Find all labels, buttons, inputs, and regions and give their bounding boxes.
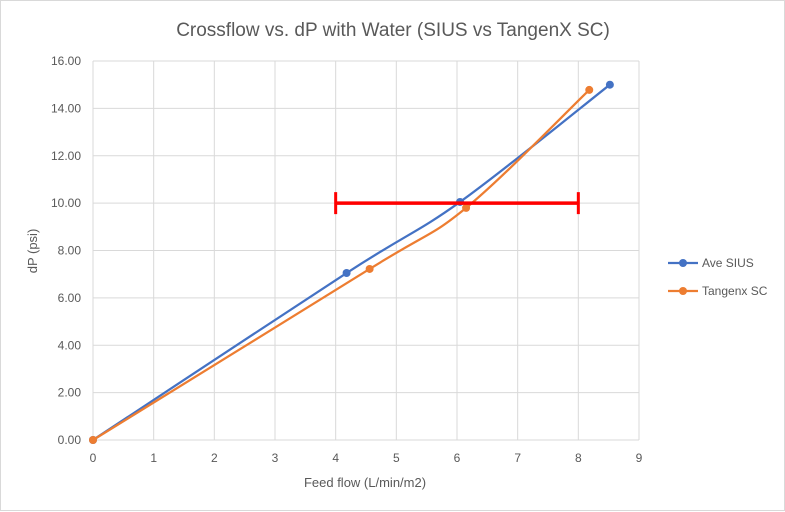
y-tick-label: 10.00: [51, 196, 81, 210]
legend-marker-tangenx-sc: [679, 287, 687, 295]
y-tick-label: 4.00: [58, 338, 82, 352]
gridlines: [92, 60, 640, 441]
data-point-ave-sius: [342, 269, 351, 278]
y-axis-label: dP (psi): [25, 229, 40, 274]
series-layer: [89, 80, 614, 444]
data-point-tangenx-sc: [585, 85, 594, 94]
data-point-tangenx-sc: [365, 264, 374, 273]
x-axis-label: Feed flow (L/min/m2): [304, 475, 426, 490]
legend-label-tangenx-sc: Tangenx SC: [702, 284, 768, 298]
y-tick-label: 2.00: [58, 386, 82, 400]
x-tick-label: 4: [332, 451, 339, 465]
y-tick-label: 12.00: [51, 149, 81, 163]
x-tick-label: 9: [636, 451, 643, 465]
series-line-tangenx-sc: [92, 89, 591, 441]
chart-title: Crossflow vs. dP with Water (SIUS vs Tan…: [176, 20, 610, 41]
data-point-ave-sius: [605, 80, 614, 89]
series-line-ave-sius: [92, 83, 611, 441]
y-tick-label: 0.00: [58, 433, 82, 447]
x-tick-label: 2: [211, 451, 218, 465]
y-tick-label: 14.00: [51, 101, 81, 115]
y-tick-label: 6.00: [58, 291, 82, 305]
x-tick-label: 1: [150, 451, 157, 465]
x-tick-label: 7: [514, 451, 521, 465]
y-tick-label: 8.00: [58, 244, 82, 258]
legend: Ave SIUS Tangenx SC: [668, 256, 768, 298]
y-tick-label: 16.00: [51, 54, 81, 68]
legend-marker-ave-sius: [679, 259, 687, 267]
x-tick-label: 3: [272, 451, 279, 465]
data-point-tangenx-sc: [462, 203, 471, 212]
legend-label-ave-sius: Ave SIUS: [702, 256, 754, 270]
x-tick-label: 0: [90, 451, 97, 465]
data-point-tangenx-sc: [89, 436, 97, 444]
x-tick-label: 8: [575, 451, 582, 465]
tick-labels: 0 1 2 3 4 5 6 7 8 9 0.00 2.00 4.00 6.00 8.00 10.00 12.00…: [51, 54, 643, 465]
annotation-layer: [334, 192, 580, 215]
x-tick-label: 6: [454, 451, 461, 465]
x-tick-label: 5: [393, 451, 400, 465]
